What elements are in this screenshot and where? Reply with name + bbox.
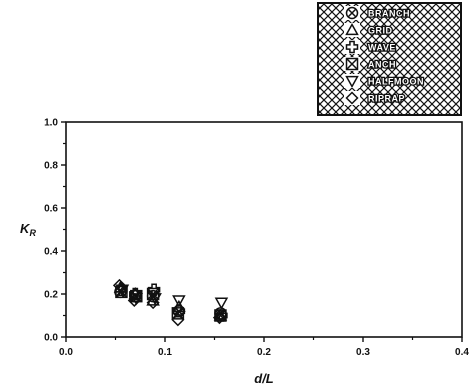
legend-item-branch: BRANCH xyxy=(344,6,411,20)
plot-axes: 0.0 0.1 0.2 0.3 0.4 0.0 0.2 0.4 0.6 0.8 1.0 xyxy=(44,118,469,359)
y-axis-title-subscript: R xyxy=(29,228,36,238)
y-tick-label: 0.0 xyxy=(44,333,58,344)
legend-marker-square-x xyxy=(345,57,359,71)
point-riprap xyxy=(127,293,141,308)
y-axis-title: KR xyxy=(20,221,36,238)
y-tick-label: 0.6 xyxy=(44,204,58,215)
legend-marker-triangle-up xyxy=(345,22,359,36)
legend-label: GRID xyxy=(368,26,393,36)
x-tick-label: 0.3 xyxy=(356,347,370,358)
data-points xyxy=(112,278,229,327)
point-wave xyxy=(147,283,161,296)
legend-item-halfmoon: HALFMOON xyxy=(344,74,425,89)
x-tick-label: 0.0 xyxy=(59,347,73,358)
legend-marker-bg xyxy=(344,40,360,54)
x-tick-label: 0.2 xyxy=(257,347,271,358)
legend: BRANCH GRID WAVE ANCH HALFMOON RIPRAP xyxy=(317,2,462,116)
legend-marker-diamond xyxy=(345,91,359,105)
legend-marker-bg xyxy=(344,23,360,37)
point-wave xyxy=(129,287,142,301)
point-riprap xyxy=(171,313,185,327)
legend-label: WAVE xyxy=(368,43,396,53)
legend-box xyxy=(317,2,462,116)
legend-item-grid: GRID xyxy=(344,22,393,37)
legend-marker-bg xyxy=(344,74,360,88)
x-axis-title: d/L xyxy=(254,371,274,386)
legend-label: ANCH xyxy=(368,60,396,70)
legend-label: BRANCH xyxy=(368,9,410,19)
legend-marker-triangle-down xyxy=(345,75,359,89)
legend-item-anch: ANCH xyxy=(344,57,397,71)
point-riprap xyxy=(146,296,160,310)
point-halfmoon xyxy=(214,297,229,310)
legend-item-wave: WAVE xyxy=(344,40,397,54)
y-tick-label: 0.4 xyxy=(44,247,58,258)
point-halfmoon xyxy=(172,295,186,308)
y-tick-label: 0.2 xyxy=(44,290,58,301)
legend-marker-cross xyxy=(345,40,359,54)
plot-frame xyxy=(65,121,463,338)
legend-marker-circle-x xyxy=(345,6,359,20)
x-tick-label: 0.4 xyxy=(455,347,469,358)
y-tick-label: 0.8 xyxy=(44,161,58,172)
x-tick-label: 0.1 xyxy=(158,347,172,358)
legend-item-riprap: RIPRAP xyxy=(344,91,406,105)
legend-marker-bg xyxy=(344,91,360,105)
legend-label: HALFMOON xyxy=(368,77,424,87)
y-tick-label: 1.0 xyxy=(44,118,58,129)
point-riprap xyxy=(112,278,127,292)
point-riprap xyxy=(212,311,227,325)
y-axis-title-main: K xyxy=(20,221,31,236)
legend-label: RIPRAP xyxy=(368,94,405,104)
